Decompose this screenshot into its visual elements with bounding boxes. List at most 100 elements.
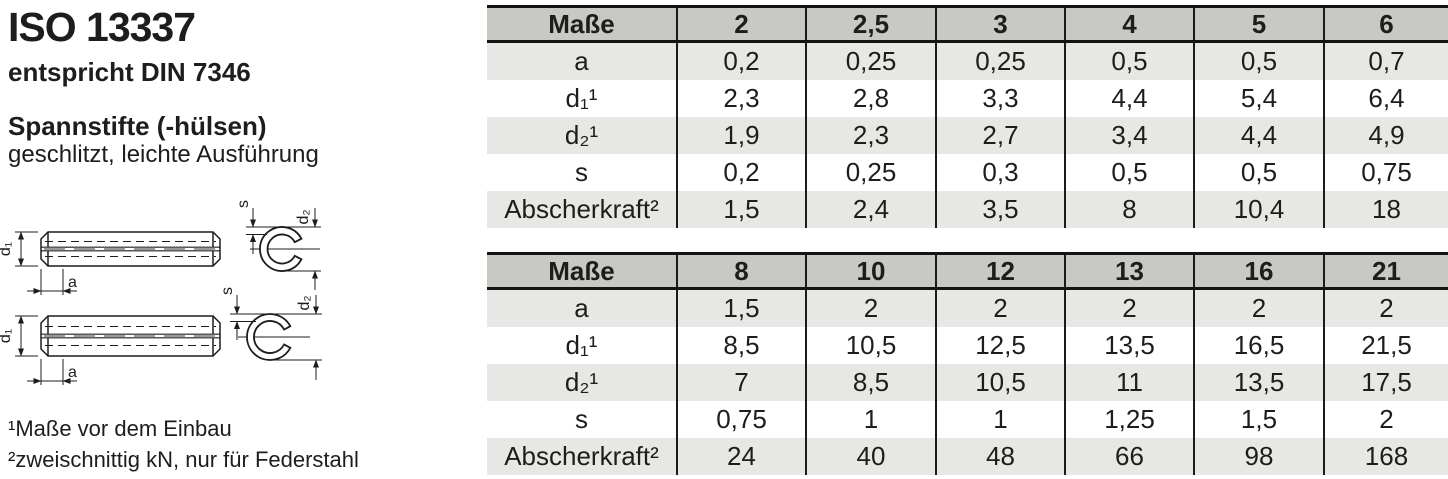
- value-cell: 48: [936, 438, 1066, 475]
- row-label: Abscherkraft²: [487, 438, 678, 475]
- dim-label-a-pin1: a: [68, 274, 77, 291]
- row-label: a: [487, 41, 678, 80]
- value-cell: 21,5: [1361, 330, 1412, 360]
- size-column-header: 21: [1372, 256, 1401, 286]
- table-row: d₂¹ 7 8,5 10,5 11 13,5 17,5: [487, 364, 1448, 401]
- value-cell: 0,75: [1361, 157, 1412, 187]
- standard-title: ISO 13337: [8, 4, 196, 50]
- value-cell: 0,5: [1065, 41, 1195, 80]
- value-cell: 4,4: [1194, 117, 1325, 154]
- value-cell: 0,5: [1194, 154, 1325, 191]
- size-column-header: 16: [1194, 253, 1325, 289]
- size-column-header: 2: [677, 6, 807, 42]
- size-column-header: 10: [806, 253, 937, 289]
- value-cell: 13,5: [1194, 364, 1325, 401]
- row-label: s: [487, 401, 678, 438]
- value-cell: 1,25: [1065, 401, 1195, 438]
- value-cell: 0,2: [677, 41, 807, 80]
- value-cell: 3,5: [936, 191, 1066, 228]
- dim-label-s-ring1: s: [235, 200, 252, 208]
- size-column-header: 13: [1065, 253, 1195, 289]
- value-cell: 3,3: [936, 80, 1066, 117]
- value-cell: 8: [1065, 191, 1195, 228]
- ring1-dimensions: s d₂: [235, 200, 321, 290]
- dimensions-table-upper: Maße 2 2,5 3 4 5 6 a 0,2 0,25 0,25 0,5 0,5 0,7 d₁¹ 2,3 2…: [487, 5, 1448, 228]
- header-row: Maße 2 2,5 3 4 5 6: [487, 6, 1448, 42]
- value-cell: 2: [1379, 293, 1394, 323]
- value-cell: 168: [1364, 441, 1409, 471]
- value-cell: 0,75: [677, 401, 807, 438]
- footnote-1: ¹Maße vor dem Einbau: [8, 416, 232, 441]
- value-cell: 0,2: [677, 154, 807, 191]
- value-cell: 0,7: [1368, 46, 1405, 76]
- value-cell: 5,4: [1194, 80, 1325, 117]
- footnote-2: ²zweischnittig kN, nur für Federstahl: [8, 447, 359, 472]
- value-cell: 3,4: [1065, 117, 1195, 154]
- row-label-header: Maße: [487, 253, 678, 289]
- size-column-header: 6: [1379, 9, 1394, 39]
- size-column-header: 4: [1065, 6, 1195, 42]
- din-equivalent: entspricht DIN 7346: [8, 57, 251, 87]
- value-cell: 0,25: [936, 41, 1066, 80]
- value-cell: 1,5: [677, 288, 807, 327]
- pin-side-view-1: [40, 231, 221, 267]
- value-cell: 18: [1372, 194, 1401, 224]
- value-cell: 1,5: [677, 191, 807, 228]
- footnotes: ¹Maße vor dem Einbau ²zweischnittig kN, …: [8, 413, 359, 475]
- value-cell: 8,5: [677, 327, 807, 364]
- value-cell: 2: [1379, 404, 1394, 434]
- row-label: a: [487, 288, 678, 327]
- value-cell: 1,5: [1194, 401, 1325, 438]
- pin2-dimensions: d₁ a: [0, 315, 77, 385]
- value-cell: 2,4: [806, 191, 937, 228]
- value-cell: 0,5: [1065, 154, 1195, 191]
- value-cell: 2,7: [936, 117, 1066, 154]
- size-column-header: 8: [677, 253, 807, 289]
- size-column-header: 2,5: [806, 6, 937, 42]
- row-label: Abscherkraft²: [487, 191, 678, 228]
- value-cell: 40: [806, 438, 937, 475]
- value-cell: 6,4: [1368, 83, 1405, 113]
- value-cell: 1,9: [677, 117, 807, 154]
- value-cell: 66: [1065, 438, 1195, 475]
- value-cell: 0,5: [1194, 41, 1325, 80]
- row-label: d₂¹: [487, 117, 678, 154]
- size-column-header: 3: [936, 6, 1066, 42]
- pin-end-view-1: [250, 226, 320, 272]
- value-cell: 2: [1194, 288, 1325, 327]
- value-cell: 0,25: [806, 41, 937, 80]
- value-cell: 10,5: [806, 327, 937, 364]
- product-title: Spannstifte (-hülsen): [8, 111, 267, 141]
- pin1-dimensions: d₁ a: [0, 231, 77, 295]
- table-row: a 1,5 2 2 2 2 2: [487, 288, 1448, 327]
- row-label: s: [487, 154, 678, 191]
- value-cell: 12,5: [936, 327, 1066, 364]
- value-cell: 0,3: [936, 154, 1066, 191]
- value-cell: 2: [936, 288, 1066, 327]
- dim-label-d2-ring1: d₂: [295, 209, 312, 224]
- row-label: d₂¹: [487, 364, 678, 401]
- value-cell: 4,4: [1065, 80, 1195, 117]
- value-cell: 2,8: [806, 80, 937, 117]
- pin-side-view-2: [40, 315, 221, 357]
- value-cell: 1: [806, 401, 937, 438]
- value-cell: 1: [936, 401, 1066, 438]
- dim-label-d2-ring2: d₂: [296, 295, 313, 310]
- table-row: s 0,2 0,25 0,3 0,5 0,5 0,75: [487, 154, 1448, 191]
- pin-end-view-2: [238, 313, 310, 361]
- size-column-header: 12: [936, 253, 1066, 289]
- ring2-dimensions: s d₂: [219, 287, 322, 380]
- table-row: d₁¹ 2,3 2,8 3,3 4,4 5,4 6,4: [487, 80, 1448, 117]
- value-cell: 2,3: [677, 80, 807, 117]
- value-cell: 2: [806, 288, 937, 327]
- value-cell: 7: [677, 364, 807, 401]
- value-cell: 24: [677, 438, 807, 475]
- table-row: d₁¹ 8,5 10,5 12,5 13,5 16,5 21,5: [487, 327, 1448, 364]
- dimension-tables: Maße 2 2,5 3 4 5 6 a 0,2 0,25 0,25 0,5 0,5 0,7 d₁¹ 2,3 2…: [487, 0, 1448, 475]
- table-row: Abscherkraft² 24 40 48 66 98 168: [487, 438, 1448, 475]
- dim-label-s-ring2: s: [219, 287, 236, 295]
- value-cell: 8,5: [806, 364, 937, 401]
- dim-label-a-pin2: a: [68, 364, 77, 381]
- value-cell: 10,4: [1194, 191, 1325, 228]
